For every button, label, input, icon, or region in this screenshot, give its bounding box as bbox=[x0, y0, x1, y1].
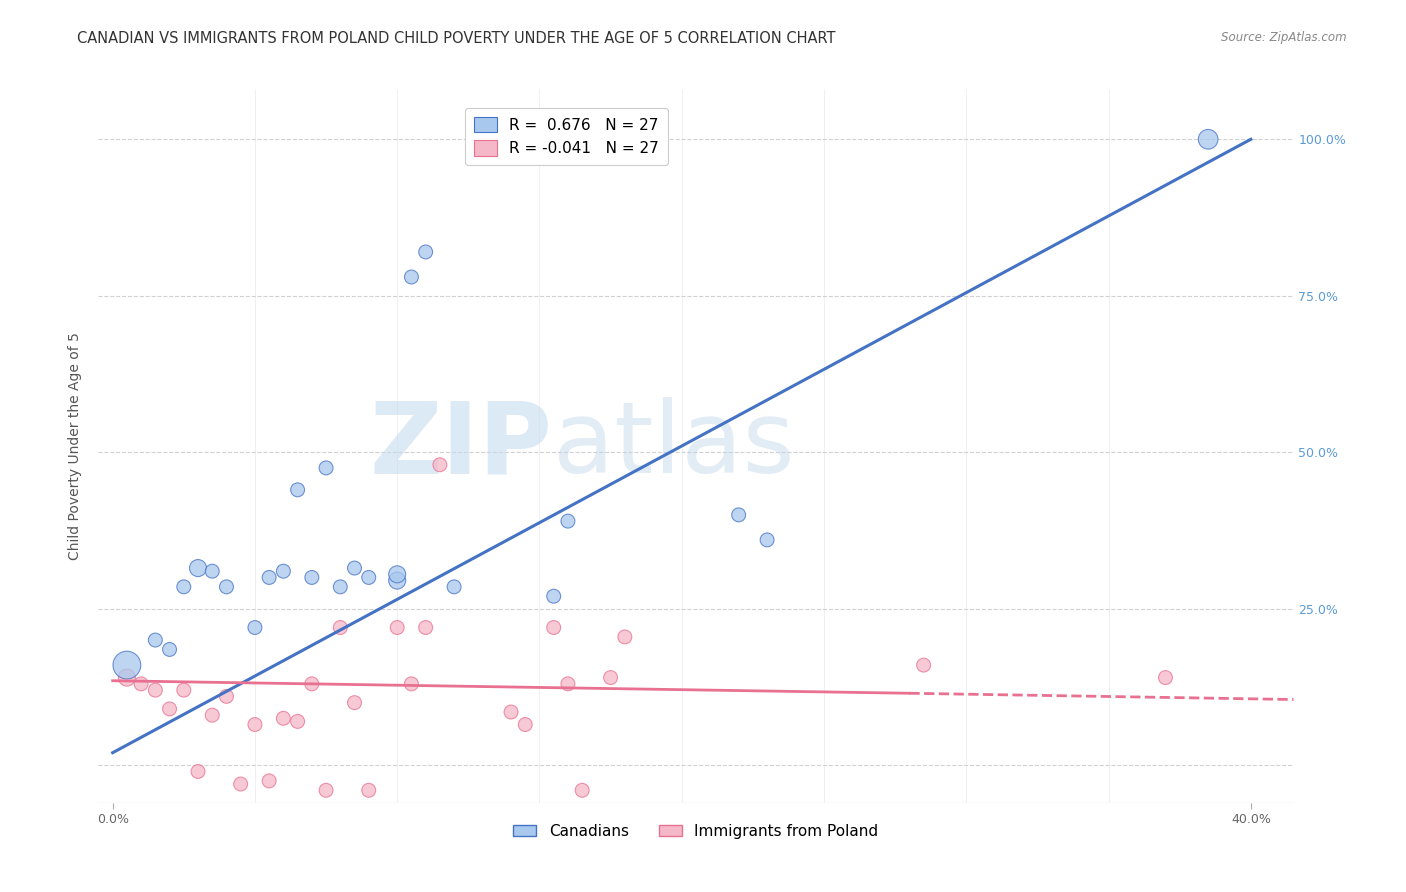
Point bbox=[201, 708, 224, 723]
Point bbox=[385, 574, 409, 588]
Point bbox=[543, 589, 565, 603]
Point bbox=[115, 658, 138, 673]
Point bbox=[315, 783, 337, 797]
Point bbox=[343, 696, 366, 710]
Point bbox=[727, 508, 749, 522]
Point bbox=[257, 570, 280, 584]
Point bbox=[173, 683, 195, 698]
Point bbox=[243, 621, 266, 635]
Point bbox=[1197, 132, 1219, 146]
Point bbox=[599, 671, 621, 685]
Point bbox=[201, 564, 224, 578]
Point bbox=[287, 714, 309, 729]
Point bbox=[415, 621, 437, 635]
Point bbox=[543, 621, 565, 635]
Point bbox=[143, 633, 166, 648]
Point bbox=[187, 764, 209, 779]
Point bbox=[215, 580, 238, 594]
Point bbox=[557, 514, 579, 528]
Point bbox=[129, 677, 152, 691]
Point bbox=[329, 580, 352, 594]
Point bbox=[415, 244, 437, 259]
Point bbox=[115, 671, 138, 685]
Text: CANADIAN VS IMMIGRANTS FROM POLAND CHILD POVERTY UNDER THE AGE OF 5 CORRELATION : CANADIAN VS IMMIGRANTS FROM POLAND CHILD… bbox=[77, 31, 835, 46]
Point bbox=[557, 677, 579, 691]
Point bbox=[315, 461, 337, 475]
Legend: Canadians, Immigrants from Poland: Canadians, Immigrants from Poland bbox=[508, 818, 884, 845]
Point bbox=[301, 570, 323, 584]
Text: atlas: atlas bbox=[553, 398, 794, 494]
Point bbox=[173, 580, 195, 594]
Point bbox=[243, 717, 266, 731]
Point bbox=[613, 630, 636, 644]
Point bbox=[357, 783, 380, 797]
Text: Source: ZipAtlas.com: Source: ZipAtlas.com bbox=[1222, 31, 1347, 45]
Point bbox=[159, 702, 181, 716]
Point bbox=[357, 570, 380, 584]
Point bbox=[401, 270, 423, 285]
Point bbox=[443, 580, 465, 594]
Point bbox=[515, 717, 537, 731]
Point bbox=[1154, 671, 1177, 685]
Point bbox=[273, 564, 295, 578]
Point bbox=[273, 711, 295, 725]
Point bbox=[385, 567, 409, 582]
Point bbox=[401, 677, 423, 691]
Point bbox=[329, 621, 352, 635]
Point bbox=[229, 777, 252, 791]
Point bbox=[159, 642, 181, 657]
Point bbox=[912, 658, 935, 673]
Point bbox=[385, 621, 409, 635]
Point bbox=[143, 683, 166, 698]
Y-axis label: Child Poverty Under the Age of 5: Child Poverty Under the Age of 5 bbox=[69, 332, 83, 560]
Point bbox=[429, 458, 451, 472]
Point bbox=[499, 705, 522, 719]
Point bbox=[187, 561, 209, 575]
Text: ZIP: ZIP bbox=[370, 398, 553, 494]
Point bbox=[257, 773, 280, 788]
Point bbox=[343, 561, 366, 575]
Point bbox=[756, 533, 779, 547]
Point bbox=[287, 483, 309, 497]
Point bbox=[215, 690, 238, 704]
Point bbox=[301, 677, 323, 691]
Point bbox=[571, 783, 593, 797]
